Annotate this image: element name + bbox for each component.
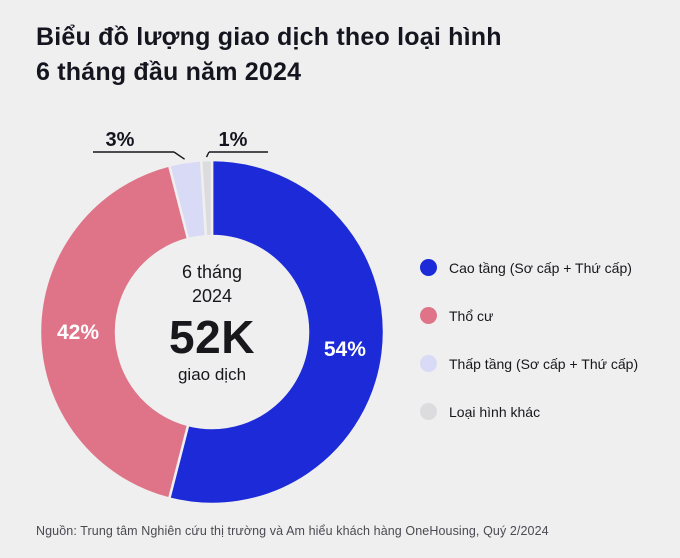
center-total-value: 52K <box>169 311 255 363</box>
legend-item-1: Thổ cư <box>420 307 638 324</box>
legend-dot-icon <box>420 355 437 372</box>
chart-title: Biểu đồ lượng giao dịch theo loại hình 6… <box>36 20 502 90</box>
legend-dot-icon <box>420 259 437 276</box>
callout-leader-line-2 <box>93 151 185 160</box>
donut-chart: 54% 42% 3% 1% <box>38 129 386 506</box>
legend-item-0: Cao tầng (Sơ cấp + Thứ cấp) <box>420 259 638 276</box>
source-note: Nguồn: Trung tâm Nghiên cứu thị trường v… <box>36 524 549 538</box>
callout-leader-line-3 <box>205 151 268 158</box>
donut-slice-0 <box>167 158 386 506</box>
callout-percent-label-2: 3% <box>106 129 135 151</box>
donut-slice-1 <box>38 163 190 501</box>
chart-legend: Cao tầng (Sơ cấp + Thứ cấp) Thổ cư Thấp tầ… <box>420 259 638 420</box>
center-period-line1: 6 tháng <box>181 262 243 282</box>
chart-title-line1: Biểu đồ lượng giao dịch theo loại hình <box>36 23 502 51</box>
slice-percent-label-0: 54% <box>324 338 366 361</box>
donut-center-label: 6 tháng 2024 52K giao dịch <box>122 260 302 386</box>
center-unit-label: giao dịch <box>177 365 247 384</box>
legend-label: Thấp tầng (Sơ cấp + Thứ cấp) <box>449 355 639 372</box>
donut-slice-3 <box>199 158 214 238</box>
legend-item-3: Loại hình khác <box>420 403 638 420</box>
legend-item-2: Thấp tầng (Sơ cấp + Thứ cấp) <box>420 355 638 372</box>
legend-label: Cao tầng (Sơ cấp + Thứ cấp) <box>449 259 632 276</box>
slice-percent-label-1: 42% <box>57 321 99 344</box>
legend-dot-icon <box>420 403 437 420</box>
legend-dot-icon <box>420 307 437 324</box>
chart-title-line2: 6 tháng đầu năm 2024 <box>36 58 302 86</box>
center-period-line2: 2024 <box>191 286 233 306</box>
callout-percent-label-3: 1% <box>219 129 248 151</box>
legend-label: Thổ cư <box>449 307 494 324</box>
legend-label: Loại hình khác <box>449 403 541 420</box>
